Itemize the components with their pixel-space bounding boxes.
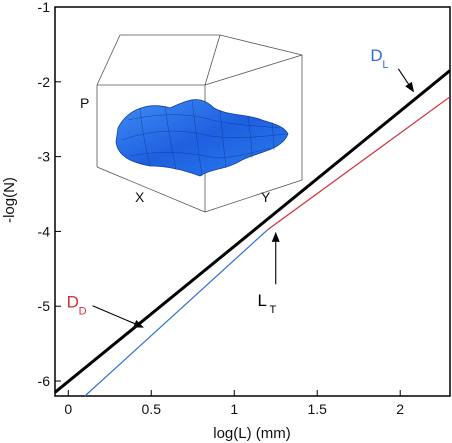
mesh-line xyxy=(271,121,275,151)
mesh-line xyxy=(121,130,287,141)
x-tick-label: 1 xyxy=(230,401,238,417)
mesh-line xyxy=(129,147,271,159)
series-lines xyxy=(54,69,451,397)
inset-edge xyxy=(219,34,303,56)
inset-axis-label-p: P xyxy=(80,95,89,111)
inset-edge xyxy=(204,54,303,86)
y-tick-label: -3 xyxy=(38,149,51,165)
annotation-label-dd: D xyxy=(67,293,79,312)
inset-surface-plot: P X Y xyxy=(80,34,303,213)
series-line xyxy=(54,69,451,394)
y-tick-label: -4 xyxy=(38,223,51,239)
mesh-line xyxy=(164,105,177,171)
x-tick-label: 1.5 xyxy=(307,401,327,417)
y-axis-title: -log(N) xyxy=(1,177,18,223)
inset-edge xyxy=(204,179,303,213)
annotation-subscript-dd: D xyxy=(79,306,87,318)
mesh-line xyxy=(127,114,281,129)
annotation-arrow-dl xyxy=(397,68,415,93)
plot-frame xyxy=(54,6,451,397)
inset-edge xyxy=(204,34,221,86)
series-line xyxy=(84,229,268,397)
mesh-line xyxy=(191,99,203,177)
x-tick-label: 0.5 xyxy=(142,401,162,417)
y-tick-label: -6 xyxy=(38,373,51,389)
mesh-line xyxy=(219,109,227,169)
y-tick-label: -5 xyxy=(38,298,51,314)
x-tick-label: 0 xyxy=(64,401,72,417)
inset-axis-label-x: X xyxy=(135,189,145,205)
mesh-line xyxy=(139,107,151,167)
axis-ticks: 0 0.5 1 1.5 2 -1 -2 -3 -4 -5 -6 xyxy=(38,0,405,417)
inset-surface xyxy=(115,99,289,177)
annotation-subscript-dl: L xyxy=(382,59,388,71)
annotation-arrow-dd xyxy=(92,305,144,328)
annotation-subscript-lt: T xyxy=(269,304,276,316)
annotation-label-dl: D xyxy=(370,46,382,65)
inset-edge xyxy=(96,34,121,86)
x-tick-label: 2 xyxy=(396,401,404,417)
inset-edge xyxy=(96,166,206,213)
y-tick-label: -2 xyxy=(38,74,51,90)
inset-surface-mesh xyxy=(121,99,287,177)
mesh-line xyxy=(247,115,253,159)
x-axis-title: log(L) (mm) xyxy=(213,425,291,442)
series-line xyxy=(267,96,451,231)
annotation-label-lt: L xyxy=(257,291,266,310)
y-tick-label: -1 xyxy=(38,0,51,15)
annotations: D LD DL T xyxy=(67,46,415,328)
inset-axis-label-y: Y xyxy=(261,189,271,205)
